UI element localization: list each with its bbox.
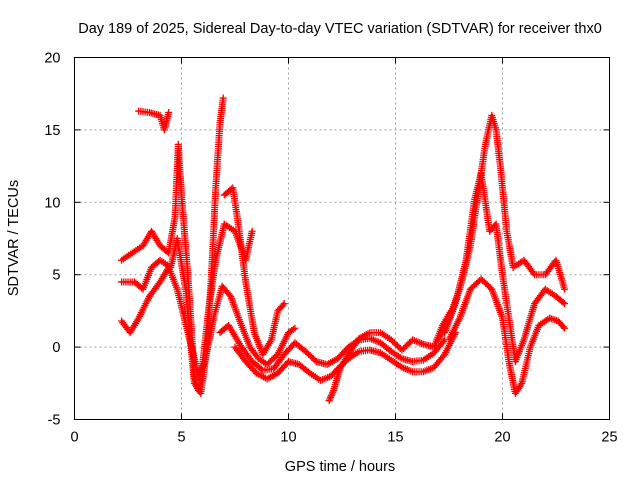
- data-point: [529, 269, 537, 277]
- satellite-track-k: [445, 275, 569, 397]
- satellite-track-d: [118, 263, 299, 380]
- y-tick-label: 20: [44, 51, 60, 67]
- plot-frame: [74, 57, 610, 420]
- data-point: [561, 285, 569, 293]
- y-tick-label: 5: [52, 268, 60, 284]
- data-points: [118, 94, 569, 405]
- tick-labels: 0 5 10 15 20 25 -5 0 5 10 15 20: [44, 51, 617, 446]
- x-axis-label: GPS time / hours: [285, 459, 395, 475]
- data-point: [291, 324, 299, 332]
- x-tick-label: 15: [387, 430, 403, 446]
- y-tick-label: -5: [48, 413, 61, 429]
- data-point: [248, 227, 256, 235]
- data-point: [257, 365, 265, 373]
- data-point: [165, 109, 173, 117]
- chart-title: Day 189 of 2025, Sidereal Day-to-day VTE…: [78, 21, 602, 37]
- satellite-track-g: [231, 329, 459, 384]
- data-point: [439, 337, 447, 345]
- satellite-track-a: [135, 107, 173, 134]
- x-tick-label: 10: [280, 430, 296, 446]
- x-tick-label: 25: [601, 430, 617, 446]
- satellite-track-c: [118, 94, 227, 397]
- x-tick-label: 5: [177, 430, 185, 446]
- y-tick-label: 10: [44, 195, 60, 211]
- data-point: [561, 324, 569, 332]
- x-tick-label: 20: [494, 430, 510, 446]
- data-point: [561, 300, 569, 308]
- y-axis-label: SDTVAR / TECUs: [6, 180, 22, 296]
- y-tick-label: 0: [52, 340, 60, 356]
- data-point: [559, 298, 567, 306]
- data-point: [280, 300, 288, 308]
- y-tick-label: 15: [44, 123, 60, 139]
- satellite-track-j: [441, 169, 569, 366]
- data-point: [559, 323, 567, 331]
- data-point: [219, 94, 227, 102]
- data-point: [279, 301, 287, 309]
- x-tick-label: 0: [70, 430, 78, 446]
- satellite-track-e: [220, 184, 288, 358]
- data-point: [289, 325, 297, 333]
